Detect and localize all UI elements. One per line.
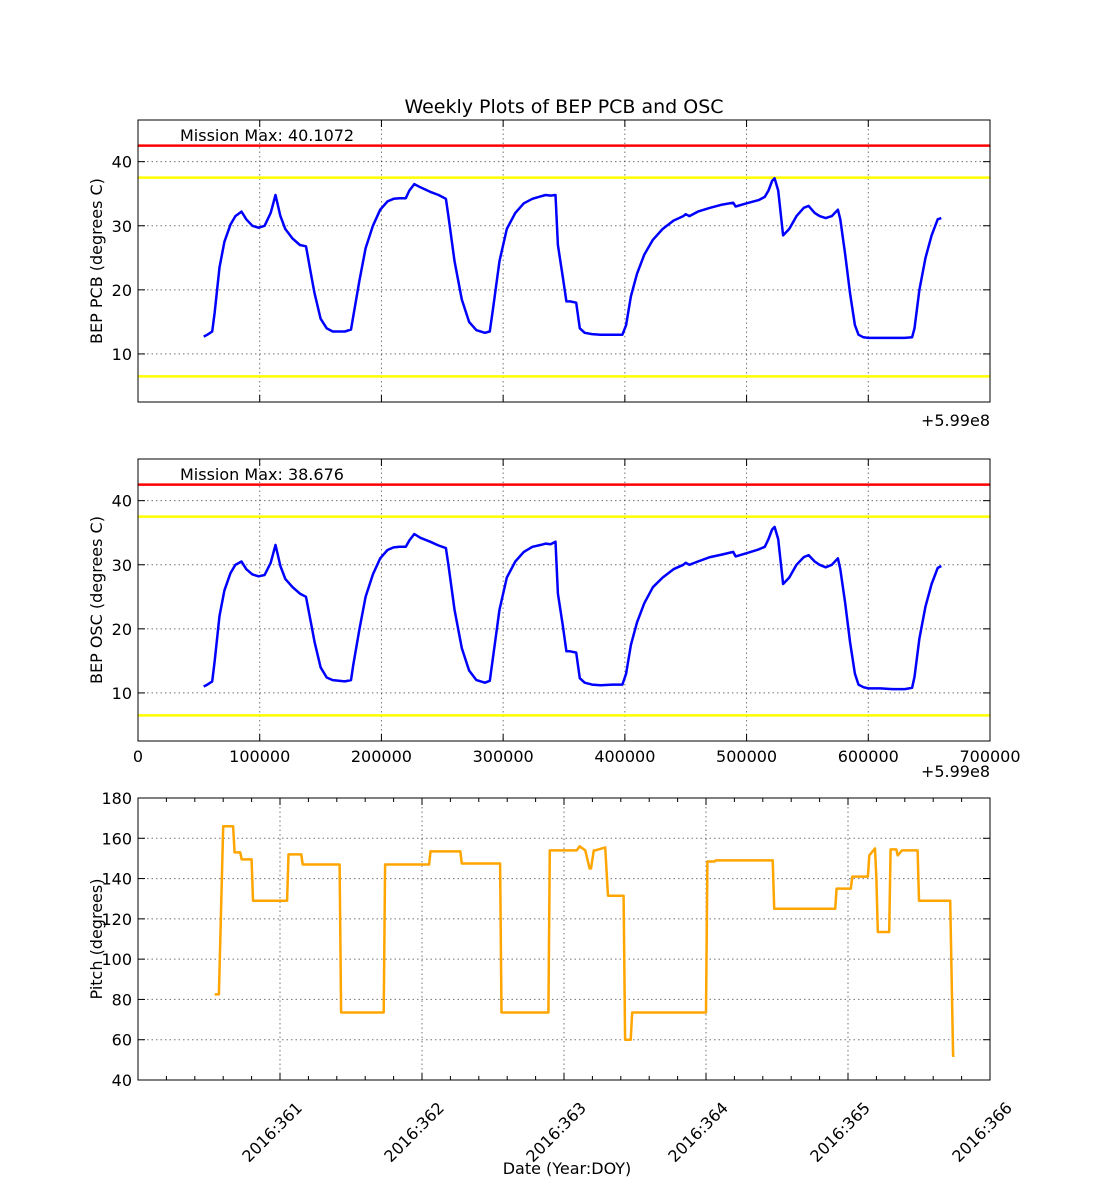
x-tick-label: 400000 xyxy=(594,747,655,766)
y-axis-label: BEP OSC (degrees C) xyxy=(87,516,106,684)
plot-frame xyxy=(137,119,991,403)
y-tick-label: 40 xyxy=(112,492,132,511)
y-tick-label: 140 xyxy=(101,870,132,889)
x-tick-label: 500000 xyxy=(716,747,777,766)
chart-title: Weekly Plots of BEP PCB and OSC xyxy=(404,96,723,118)
x-tick-label: 0 xyxy=(133,747,143,766)
y-tick-label: 120 xyxy=(101,910,132,929)
y-tick-label: 20 xyxy=(112,281,132,300)
y-tick-label: 30 xyxy=(112,217,132,236)
y-axis-label: BEP PCB (degrees C) xyxy=(87,178,106,344)
y-tick-label: 60 xyxy=(112,1031,132,1050)
pcb-temperature-chart: 10 20 30 40 Mission Max: 40.1072 +5.99e8 BEP P… xyxy=(87,119,991,430)
y-tick-label: 80 xyxy=(112,990,132,1009)
y-tick-label: 10 xyxy=(112,345,132,364)
x-tick-label: 200000 xyxy=(351,747,412,766)
y-tick-label: 100 xyxy=(101,950,132,969)
mission-max-annotation: Mission Max: 40.1072 xyxy=(180,126,354,145)
x-tick-label: 700000 xyxy=(959,747,1020,766)
x-offset-label: +5.99e8 xyxy=(921,411,990,430)
y-tick-label: 40 xyxy=(112,1071,132,1090)
x-axis-label: Date (Year:DOY) xyxy=(503,1159,632,1178)
y-tick-label: 40 xyxy=(112,153,132,172)
y-tick-label: 20 xyxy=(112,620,132,639)
y-axis-label: Pitch (degrees) xyxy=(87,879,106,1000)
data-series-line xyxy=(214,824,955,1058)
data-series-line xyxy=(203,525,942,691)
y-tick-label: 160 xyxy=(101,829,132,848)
mission-max-annotation: Mission Max: 38.676 xyxy=(180,465,344,484)
x-tick-label: 600000 xyxy=(838,747,899,766)
x-tick-label: 100000 xyxy=(229,747,290,766)
osc-temperature-chart: 10 20 30 40 0 100000 200000 300000 400000 500000 6… xyxy=(87,458,1021,781)
y-tick-label: 30 xyxy=(112,556,132,575)
plot-frame xyxy=(137,797,991,1081)
y-tick-label: 10 xyxy=(112,684,132,703)
x-offset-label: +5.99e8 xyxy=(921,762,990,781)
x-tick-label: 300000 xyxy=(473,747,534,766)
y-tick-label: 180 xyxy=(101,789,132,808)
plot-frame xyxy=(137,458,991,742)
data-series-line xyxy=(203,177,942,340)
